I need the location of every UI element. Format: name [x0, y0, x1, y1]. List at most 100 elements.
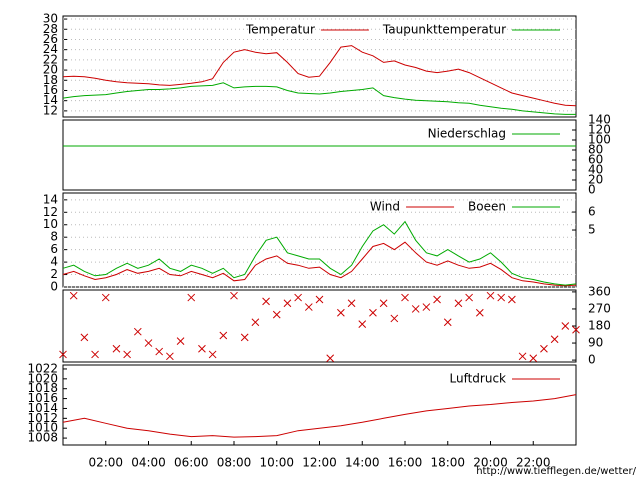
y-tick-label: 1010 [27, 421, 58, 435]
x-tick-label: 18:00 [430, 456, 465, 470]
y-tick-label: 16 [43, 83, 58, 97]
scatter-point [155, 347, 164, 356]
x-tick-label: 08:00 [217, 456, 252, 470]
scatter-point [112, 344, 121, 353]
scatter-point [144, 339, 153, 347]
x-tick-label: 06:00 [174, 456, 209, 470]
scatter-point [454, 299, 463, 308]
scatter-point [540, 344, 548, 353]
y-tick-label: 18 [43, 73, 58, 87]
legend-label: Taupunkttemperatur [382, 23, 506, 37]
scatter-point [294, 293, 302, 302]
y-tick-label: 270 [588, 301, 611, 315]
scatter-point [101, 293, 110, 302]
panel-frame [62, 15, 577, 118]
legend-label: Luftdruck [449, 372, 506, 386]
scatter-point [337, 308, 345, 317]
y-tick-label: 8 [50, 230, 58, 244]
y-tick-label: 10 [43, 217, 58, 231]
x-tick-label: 10:00 [259, 456, 294, 470]
y-tick-label: 80 [588, 143, 603, 157]
scatter-point [443, 318, 452, 327]
legend-label: Wind [370, 200, 400, 214]
scatter-point [550, 335, 559, 344]
scatter-point [187, 293, 196, 302]
series-line [62, 241, 577, 287]
scatter-point [262, 297, 270, 306]
y-tick-label: 0 [588, 353, 596, 367]
scatter-point [518, 352, 527, 361]
series-line [62, 220, 577, 286]
y-tick-label: 20 [43, 63, 58, 77]
y-tick-label: 1012 [27, 411, 58, 425]
scatter-point [475, 308, 484, 317]
y-tick-label: 120 [588, 123, 611, 137]
scatter-point [401, 293, 409, 302]
y-tick-label: 0 [588, 183, 596, 197]
y-tick-label: 1014 [27, 401, 58, 415]
scatter-point [283, 299, 292, 308]
scatter-point [166, 352, 174, 361]
scatter-point [304, 303, 313, 311]
scatter-point [219, 331, 228, 340]
x-tick-label: 16:00 [388, 456, 423, 470]
y-tick-label: 180 [588, 319, 611, 333]
scatter-point [497, 293, 506, 302]
x-tick-label: 02:00 [88, 456, 123, 470]
scatter-point [69, 291, 78, 300]
series-line [62, 45, 577, 107]
y-tick-label: 30 [43, 12, 58, 26]
y-tick-label: 100 [588, 133, 611, 147]
scatter-point [251, 318, 260, 327]
scatter-point [347, 299, 356, 308]
y-tick-label: 60 [588, 153, 603, 167]
y-tick-label: 90 [588, 336, 603, 350]
y-tick-label: 1008 [27, 431, 58, 445]
y-tick-label: 1018 [27, 381, 58, 395]
scatter-point [508, 295, 516, 304]
y-tick-label: 4 [50, 255, 58, 269]
y-tick-label: 12 [43, 103, 58, 117]
y-tick-label: 140 [588, 113, 611, 127]
scatter-point [561, 322, 570, 330]
y-tick-label: 1022 [27, 361, 58, 375]
x-tick-label: 20:00 [473, 456, 508, 470]
y-tick-label: 24 [43, 42, 58, 56]
y-tick-label: 20 [588, 173, 603, 187]
scatter-point [326, 354, 335, 363]
y-tick-label: 12 [43, 205, 58, 219]
y-tick-label: 2 [50, 267, 58, 281]
scatter-point [486, 291, 495, 300]
scatter-point [379, 299, 388, 308]
scatter-point [433, 295, 441, 304]
y-tick-label: 22 [43, 52, 58, 66]
scatter-point [59, 350, 67, 359]
scatter-point [123, 350, 131, 359]
y-tick-label: 14 [43, 93, 58, 107]
scatter-point [80, 333, 89, 342]
scatter-point [358, 320, 367, 328]
scatter-point [369, 308, 377, 317]
x-tick-label: 14:00 [345, 456, 380, 470]
y-tick-label: 0 [50, 280, 58, 294]
legend-label: Niederschlag [428, 127, 506, 141]
y-tick-label: 14 [43, 192, 58, 206]
scatter-point [230, 291, 238, 300]
scatter-point [133, 327, 142, 336]
y-tick-label: 360 [588, 284, 611, 298]
scatter-point [422, 303, 431, 311]
x-tick-label: 22:00 [516, 456, 551, 470]
scatter-point [315, 295, 324, 304]
y-tick-label: 26 [43, 32, 58, 46]
y-tick-label: 28 [43, 22, 58, 36]
y2-tick-label: 5 [588, 223, 596, 237]
legend-label: Temperatur [245, 23, 315, 37]
scatter-point [198, 344, 206, 353]
scatter-point [176, 337, 185, 346]
y-tick-label: 40 [588, 163, 603, 177]
x-tick-label: 04:00 [131, 456, 166, 470]
y2-tick-label: 6 [588, 205, 596, 219]
scatter-point [240, 333, 249, 342]
series-line [62, 82, 576, 115]
